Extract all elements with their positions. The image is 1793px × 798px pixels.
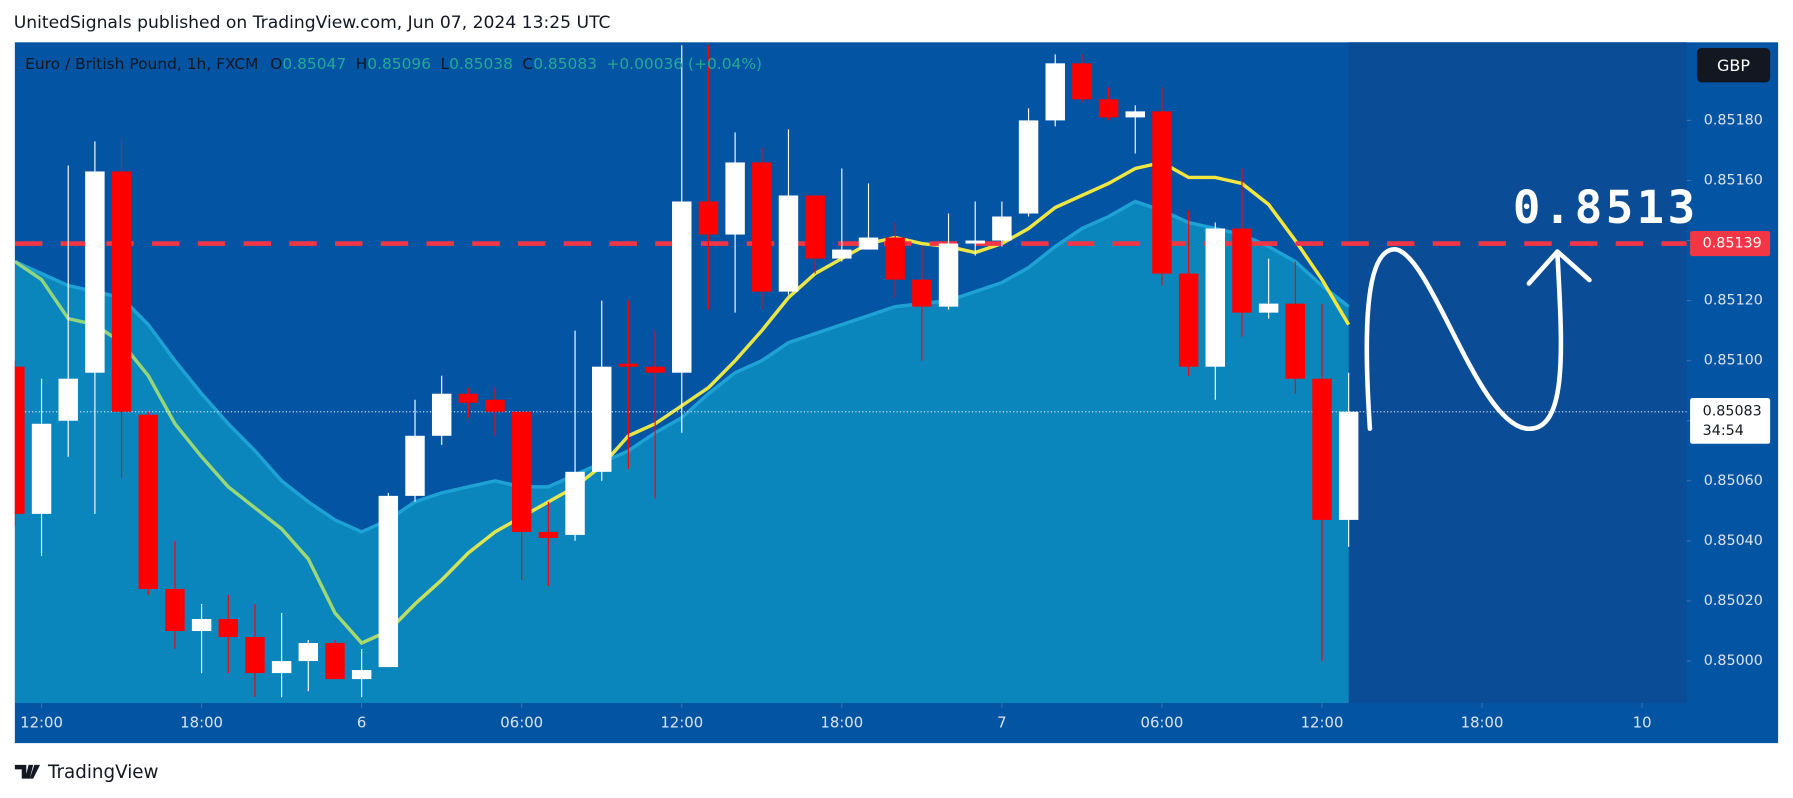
change: +0.00036 (+0.04%) [606, 55, 762, 73]
level-label: 0.85139 [1703, 236, 1762, 252]
candle-body [1205, 228, 1226, 367]
candle-body [458, 393, 479, 403]
candle-body [405, 435, 425, 496]
drawn-arrow [1364, 246, 1592, 432]
x-tick-label: 12:00 [1301, 714, 1344, 732]
candle-body [58, 378, 78, 421]
candle-body [1072, 63, 1092, 100]
y-tick-label: 0.85000 [1704, 653, 1763, 669]
x-tick-label: 06:00 [500, 714, 543, 732]
candle-body [85, 171, 105, 373]
candle-body [538, 531, 559, 538]
legend: Euro / British Pound, 1h, FXCM O0.85047 … [25, 55, 762, 73]
x-tick-label: 6 [357, 714, 366, 732]
candle-body [1125, 111, 1145, 118]
footer-logo [14, 764, 41, 779]
candle-body [245, 637, 265, 674]
candle-body [725, 162, 745, 235]
candle-body [1258, 303, 1279, 313]
y-tick-label: 0.85180 [1704, 112, 1763, 128]
x-tick-label: 18:00 [1461, 714, 1504, 732]
h-value: 0.85096 [367, 55, 431, 73]
symbol: Euro / British Pound, 1h, FXCM [25, 55, 258, 73]
y-tick-label: 0.85020 [1704, 593, 1763, 609]
candle-body [965, 240, 985, 244]
candle-body [1312, 378, 1332, 520]
candle-body [885, 237, 905, 280]
x-tick-label: 12:00 [20, 714, 63, 732]
o-value: 0.85047 [282, 55, 346, 73]
x-tick-label: 10 [1633, 714, 1652, 732]
candle-body [698, 201, 719, 235]
candle-body [672, 201, 692, 373]
x-tick-label: 18:00 [820, 714, 863, 732]
candle-body [298, 643, 319, 662]
axes: 0.850000.850200.850400.850600.850800.851… [20, 112, 1771, 732]
candle-body [31, 423, 52, 514]
x-tick-label: 12:00 [660, 714, 703, 732]
candle-body [805, 195, 825, 259]
candle-body [271, 661, 292, 674]
l-value: 0.85038 [449, 55, 513, 73]
y-tick-label: 0.85120 [1704, 293, 1763, 309]
candle-body [858, 237, 879, 250]
candle-body [645, 366, 665, 373]
candle-body [325, 643, 345, 680]
l-letter: L [441, 55, 450, 73]
candle-body [1285, 303, 1306, 379]
band-area [14, 201, 1349, 704]
candle-body [111, 171, 132, 412]
candle-body [1232, 228, 1252, 313]
x-tick-label: 7 [997, 714, 1006, 732]
candle-body [832, 249, 852, 259]
candle-body [378, 495, 399, 668]
candle-body [912, 279, 932, 307]
candle-body [511, 411, 532, 532]
candle-body [138, 414, 158, 589]
annotation: 0.8513 [1513, 181, 1699, 234]
h-letter: H [356, 55, 368, 73]
candle-body [191, 619, 212, 632]
candle-body [1338, 411, 1359, 520]
candle-body [485, 399, 505, 412]
candle-body [938, 243, 959, 307]
candle-body [14, 366, 25, 514]
y-tick-label: 0.85160 [1704, 172, 1763, 188]
c-value: 0.85083 [533, 55, 597, 73]
c-letter: C [522, 55, 533, 73]
candle-body [1018, 120, 1039, 214]
candle-body [218, 619, 238, 638]
header: UnitedSignals published on TradingView.c… [14, 13, 611, 33]
candle-body [778, 195, 799, 292]
currency-button[interactable] [1696, 48, 1771, 83]
candle-body [1152, 111, 1172, 274]
future-area [1348, 42, 1687, 704]
candle-body [618, 363, 639, 367]
x-tick-label: 18:00 [180, 714, 223, 732]
candle-body [565, 471, 585, 535]
candle-body [1178, 273, 1199, 367]
candle-body [351, 670, 372, 680]
x-tick-label: 06:00 [1141, 714, 1184, 732]
level-label-box [1690, 230, 1771, 257]
o-letter: O [270, 55, 282, 73]
candle-body [1045, 63, 1065, 121]
countdown: 34:54 [1703, 423, 1744, 439]
price-label: 0.85083 [1703, 404, 1762, 420]
candle-body [431, 393, 452, 436]
candle-body [165, 588, 185, 632]
candle-body [1098, 99, 1119, 118]
price-label-box [1690, 398, 1771, 444]
candle-body [992, 216, 1012, 241]
y-tick-label: 0.85060 [1704, 473, 1763, 489]
y-tick-label: 0.85040 [1704, 533, 1763, 549]
currency[interactable]: GBP [1717, 56, 1750, 75]
plot [14, 45, 1687, 704]
footer: TradingView [47, 762, 159, 783]
y-tick-label: 0.85100 [1704, 353, 1763, 369]
candle-body [592, 366, 612, 472]
candle-body [752, 162, 772, 292]
